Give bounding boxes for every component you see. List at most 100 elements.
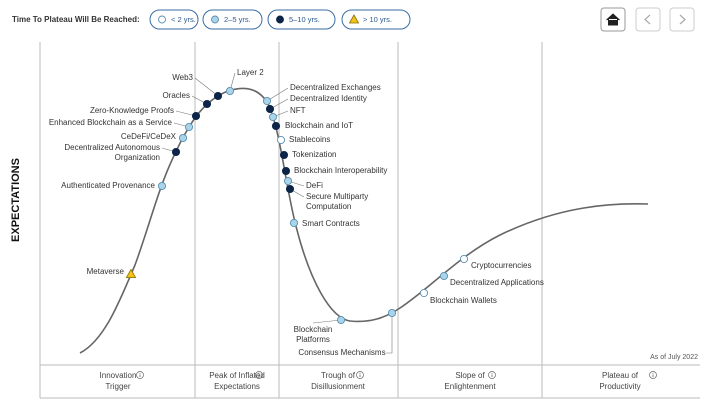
node-label[interactable]: Computation xyxy=(306,202,351,211)
phase-label: Productivity xyxy=(599,382,640,391)
phase-label: Trigger xyxy=(105,382,130,391)
node-label[interactable]: Oracles xyxy=(162,91,190,100)
node-label[interactable]: Blockchain and IoT xyxy=(285,121,353,130)
legend-label: 2–5 yrs. xyxy=(224,15,251,24)
as-of-note: As of July 2022 xyxy=(650,354,698,361)
phases: Innovation Trigger Peak of Inflated Expecta… xyxy=(100,371,657,391)
node-label[interactable]: Decentralized Identity xyxy=(290,94,367,103)
marker-circle[interactable] xyxy=(262,96,272,106)
node-label[interactable]: Decentralized Exchanges xyxy=(290,83,381,92)
legend-title: Time To Plateau Will Be Reached: xyxy=(12,15,140,24)
marker-circle[interactable] xyxy=(213,91,223,101)
marker-circle xyxy=(276,15,284,24)
home-icon xyxy=(606,13,620,26)
node-label[interactable]: Secure Multiparty xyxy=(306,192,368,201)
hype-curve xyxy=(79,87,649,354)
info-icon[interactable] xyxy=(356,371,364,379)
phase-label: Innovation xyxy=(100,371,137,380)
node-label[interactable]: Organization xyxy=(115,153,160,162)
y-axis-label: EXPECTATIONS xyxy=(10,158,22,242)
marker-circle[interactable] xyxy=(184,122,194,132)
leader-line xyxy=(194,77,219,97)
node-label[interactable]: Authenticated Provenance xyxy=(61,181,155,190)
marker-circle[interactable] xyxy=(271,121,281,131)
info-icon-dot xyxy=(652,372,654,374)
phase-label: Expectations xyxy=(214,382,260,391)
marker-circle[interactable] xyxy=(281,166,291,176)
node-label[interactable]: Layer 2 xyxy=(237,68,264,77)
marker-circle[interactable] xyxy=(178,133,188,143)
info-icon-dot xyxy=(359,372,361,374)
node-label[interactable]: Zero-Knowledge Proofs xyxy=(90,106,174,115)
marker-circle[interactable] xyxy=(202,99,212,109)
node-label[interactable]: Platforms xyxy=(296,335,330,344)
forward-icon xyxy=(679,14,686,25)
marker-circle[interactable] xyxy=(439,271,449,281)
node-label[interactable]: Enhanced Blockchain as a Service xyxy=(49,118,173,127)
node-label[interactable]: Decentralized Applications xyxy=(450,278,544,287)
marker-circle[interactable] xyxy=(225,86,235,96)
legend: < 2 yrs. 2–5 yrs. 5–10 yrs. > 10 yrs. xyxy=(149,9,411,30)
node-label[interactable]: Consensus Mechanisms xyxy=(298,348,385,357)
marker-circle[interactable] xyxy=(285,184,295,194)
marker-circle xyxy=(211,15,219,24)
node-label[interactable]: Smart Contracts xyxy=(302,219,360,228)
legend-pill[interactable] xyxy=(341,9,411,30)
marker-circle[interactable] xyxy=(157,181,167,191)
marker-triangle[interactable] xyxy=(125,268,137,278)
node-label[interactable]: Tokenization xyxy=(292,150,336,159)
info-icon-dot xyxy=(258,372,260,374)
legend-pill[interactable] xyxy=(267,9,336,30)
leader-line xyxy=(266,87,289,102)
node-label[interactable]: Decentralized Autonomous xyxy=(64,143,160,152)
info-icon[interactable] xyxy=(255,371,263,379)
node-label[interactable]: Blockchain xyxy=(294,325,333,334)
marker-circle[interactable] xyxy=(171,147,181,157)
marker-triangle xyxy=(348,14,360,24)
marker-circle[interactable] xyxy=(265,104,275,114)
marker-circle[interactable] xyxy=(279,150,289,160)
phase-label: Trough of xyxy=(321,371,356,380)
phase-label: Plateau of xyxy=(602,371,639,380)
legend-pill[interactable] xyxy=(202,9,263,30)
info-icon[interactable] xyxy=(649,371,657,379)
info-icon-dot xyxy=(139,372,141,374)
node-label[interactable]: Cryptocurrencies xyxy=(471,261,531,270)
marker-circle xyxy=(158,15,166,24)
legend-label: 5–10 yrs. xyxy=(289,15,320,24)
info-icon[interactable] xyxy=(488,371,496,379)
phase-label: Disillusionment xyxy=(311,382,366,391)
marker-circle[interactable] xyxy=(459,254,469,264)
node-label[interactable]: Stablecoins xyxy=(289,135,330,144)
home-button[interactable] xyxy=(600,7,626,32)
phase-label: Slope of xyxy=(455,371,485,380)
marker-circle[interactable] xyxy=(283,176,293,186)
marker-circle[interactable] xyxy=(276,135,286,145)
phase-label: Enlightenment xyxy=(444,382,496,391)
node-label[interactable]: Metaverse xyxy=(87,267,125,276)
node-label[interactable]: CeDeFi/CeDeX xyxy=(121,132,177,141)
marker-circle[interactable] xyxy=(387,308,397,318)
nav-buttons xyxy=(600,7,695,32)
node-label[interactable]: DeFi xyxy=(306,181,323,190)
frame xyxy=(39,42,700,399)
back-icon xyxy=(644,14,651,25)
legend-pill[interactable] xyxy=(149,9,199,30)
nodes: Metaverse Authenticated Provenance Decentr… xyxy=(49,68,544,357)
forward-button[interactable] xyxy=(669,7,695,32)
marker-circle[interactable] xyxy=(191,111,201,121)
node-label[interactable]: Blockchain Wallets xyxy=(430,296,497,305)
legend-label: < 2 yrs. xyxy=(171,15,196,24)
node-label[interactable]: Blockchain Interoperability xyxy=(294,166,387,175)
leader-line xyxy=(386,313,393,354)
phase-label: Peak of Inflated xyxy=(209,371,265,380)
marker-circle[interactable] xyxy=(289,218,299,228)
node-label[interactable]: NFT xyxy=(290,106,306,115)
marker-circle[interactable] xyxy=(268,112,278,122)
marker-circle[interactable] xyxy=(419,288,429,298)
marker-circle[interactable] xyxy=(336,315,346,325)
node-label[interactable]: Web3 xyxy=(172,73,193,82)
info-icon[interactable] xyxy=(136,371,144,379)
back-button[interactable] xyxy=(635,7,661,32)
